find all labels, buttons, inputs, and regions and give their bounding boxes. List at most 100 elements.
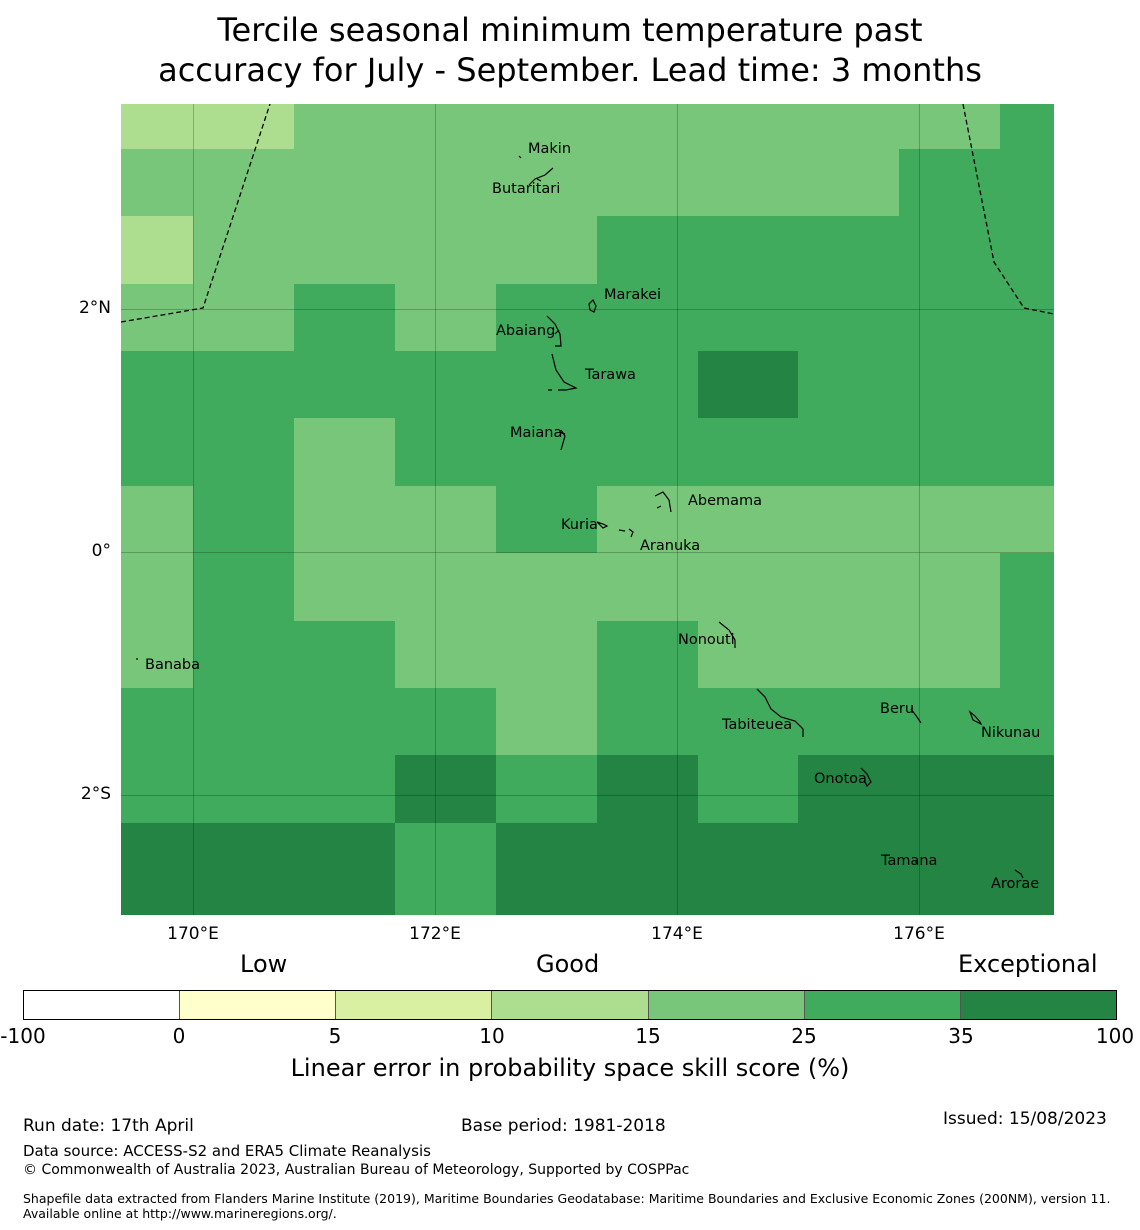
grid-cell xyxy=(597,553,698,621)
grid-cell xyxy=(899,621,1000,688)
grid-cell xyxy=(395,216,496,284)
lat-label-2s: 2°S xyxy=(80,784,111,804)
grid-cell xyxy=(395,823,496,915)
lat-label-equator: 0° xyxy=(91,541,111,561)
grid-cell xyxy=(899,486,1000,553)
lon-label-176e: 176°E xyxy=(893,924,945,944)
island-outline-abaiang xyxy=(546,315,562,347)
island-label-makin: Makin xyxy=(528,141,572,157)
island-label-onotoa: Onotoa xyxy=(814,771,867,787)
grid-cell xyxy=(496,486,597,553)
island-label-abemama: Abemama xyxy=(688,493,763,509)
grid-cell xyxy=(294,553,395,621)
grid-cell xyxy=(1000,351,1054,418)
grid-cell xyxy=(798,149,899,216)
grid-cell xyxy=(798,216,899,284)
island-outline-nonouti xyxy=(718,621,736,648)
grid-cell xyxy=(395,351,496,418)
colorbar-tick: 25 xyxy=(791,1024,817,1048)
grid-cell xyxy=(294,486,395,553)
colorbar-segment xyxy=(804,991,961,1019)
island-outline-kuria xyxy=(596,521,609,529)
grid-cell xyxy=(294,621,395,688)
grid-cell xyxy=(597,823,698,915)
meridian-172e xyxy=(435,104,436,915)
skill-map: Makin Butaritari Marakei Abaiang Tarawa … xyxy=(121,104,1054,915)
grid-cell xyxy=(798,823,899,915)
island-label-nikunau: Nikunau xyxy=(981,725,1041,741)
grid-cell xyxy=(294,688,395,755)
grid-cell xyxy=(121,104,193,149)
grid-cell xyxy=(1000,621,1054,688)
grid-cell xyxy=(698,284,798,351)
colorbar-segment xyxy=(648,991,805,1019)
island-outlines xyxy=(136,155,1024,879)
grid-cell xyxy=(698,149,798,216)
lon-label-172e: 172°E xyxy=(409,924,461,944)
island-outline-makin xyxy=(518,155,522,159)
grid-cell xyxy=(496,216,597,284)
island-outline-tabiteuea xyxy=(756,688,804,737)
lon-label-170e: 170°E xyxy=(167,924,219,944)
grid-cell xyxy=(121,823,193,915)
grid-cell xyxy=(899,553,1000,621)
colorbar-segment xyxy=(180,991,337,1019)
grid-cell xyxy=(193,755,294,823)
grid-cell xyxy=(899,149,1000,216)
colorbar-segment xyxy=(492,991,649,1019)
grid-cell xyxy=(597,688,698,755)
meridian-174e xyxy=(677,104,678,915)
grid-cell xyxy=(496,104,597,149)
colorbar-title: Linear error in probability space skill … xyxy=(290,1054,850,1082)
island-label-aranuka: Aranuka xyxy=(640,538,701,554)
grid-cell xyxy=(798,621,899,688)
grid-cell xyxy=(294,149,395,216)
grid-cell xyxy=(395,104,496,149)
grid-cell xyxy=(193,688,294,755)
grid-cell xyxy=(798,418,899,486)
island-outline-butaritari xyxy=(528,167,554,186)
colorbar-segment xyxy=(24,991,181,1019)
grid-cell xyxy=(294,351,395,418)
grid-cell xyxy=(798,486,899,553)
grid-cell xyxy=(1000,553,1054,621)
grid-cell xyxy=(121,755,193,823)
grid-cell xyxy=(899,284,1000,351)
grid-cell xyxy=(395,688,496,755)
lat-label-2n: 2°N xyxy=(78,298,111,318)
colorbar-tick: 100 xyxy=(1095,1024,1135,1048)
grid-cell xyxy=(698,216,798,284)
grid-cell xyxy=(193,284,294,351)
grid-cell xyxy=(193,104,294,149)
grid-cell xyxy=(395,553,496,621)
colorbar-segment xyxy=(960,991,1116,1019)
grid-cell xyxy=(698,553,798,621)
grid-cell xyxy=(1000,104,1054,149)
colorbar-tick: 15 xyxy=(635,1024,661,1048)
grid-cell xyxy=(395,621,496,688)
grid-cell xyxy=(597,216,698,284)
island-outline-tarawa xyxy=(548,353,578,391)
grid-cell xyxy=(496,284,597,351)
grid-cell xyxy=(121,688,193,755)
grid-cell xyxy=(597,284,698,351)
grid-cell xyxy=(496,553,597,621)
grid-cell xyxy=(294,418,395,486)
grid-cell xyxy=(193,823,294,915)
grid-cell xyxy=(1000,418,1054,486)
island-outline-marakei xyxy=(588,298,597,313)
grid-cell xyxy=(294,755,395,823)
grid-cell xyxy=(193,553,294,621)
grid-cell xyxy=(496,621,597,688)
grid-cell xyxy=(698,755,798,823)
grid-cell xyxy=(193,351,294,418)
shapefile-credit: Shapefile data extracted from Flanders M… xyxy=(23,1191,1111,1221)
grid-cell xyxy=(798,688,899,755)
grid-cell xyxy=(294,104,395,149)
eez-boundary-west xyxy=(121,104,271,323)
grid-cell xyxy=(121,418,193,486)
lon-label-174e: 174°E xyxy=(651,924,703,944)
grid-cell xyxy=(193,149,294,216)
grid-cell xyxy=(1000,486,1054,553)
grid-cell xyxy=(294,216,395,284)
